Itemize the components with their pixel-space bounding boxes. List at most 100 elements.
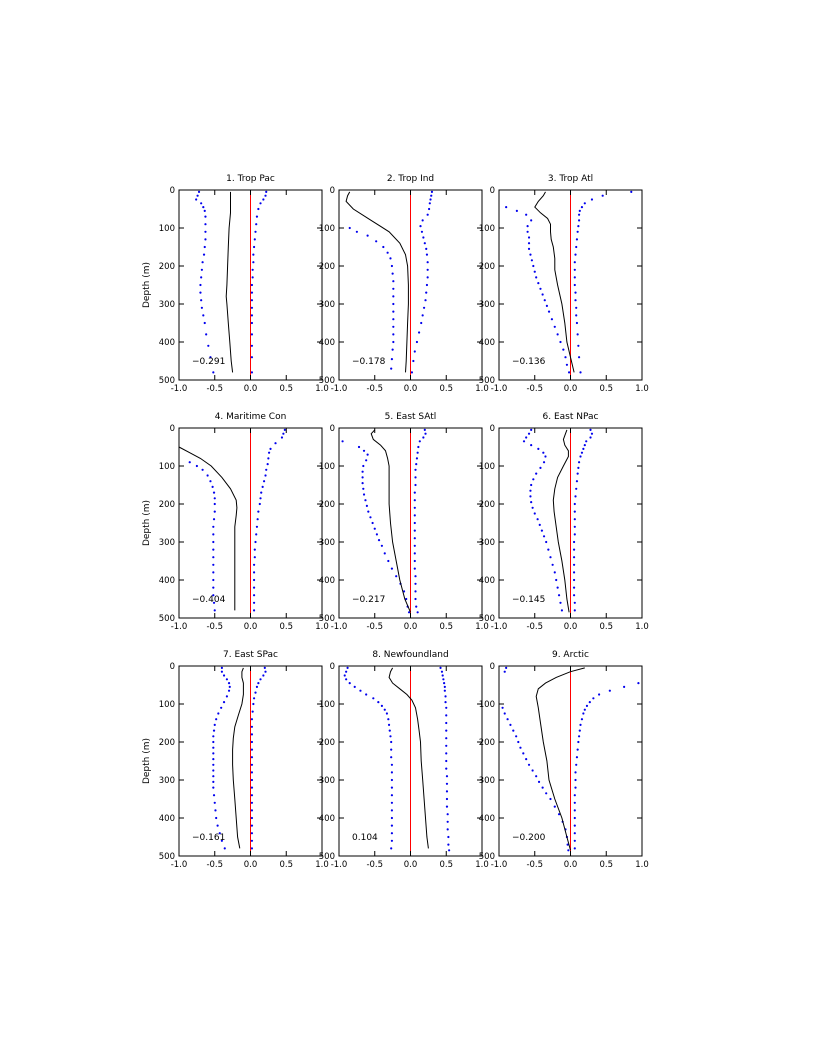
x-tick-label: -1.0 [331, 384, 348, 394]
x-tick-label: 0.0 [404, 622, 418, 632]
lower-bound-point [527, 242, 531, 245]
upper-bound-point [445, 752, 448, 755]
lower-bound-point [557, 594, 561, 597]
upper-bound-point [410, 371, 414, 374]
panel-3: 3. Trop Atl -1.0 -0.5 0.0 0.5 1.0 0 100 200 300 40… [479, 174, 649, 394]
lower-bound-point [212, 371, 215, 374]
upper-bound-point [269, 447, 272, 450]
upper-bound-point [573, 609, 576, 612]
lower-bound-point [220, 670, 223, 673]
lower-bound-point [212, 563, 215, 566]
lower-bound-point [387, 723, 391, 727]
x-tick-label: 1.0 [635, 860, 649, 870]
upper-bound-point [577, 735, 581, 738]
upper-bound-point [445, 759, 448, 763]
panel-value-label: −0.291 [192, 357, 225, 367]
upper-bound-point [577, 356, 581, 359]
x-tick-label: 1.0 [475, 384, 489, 394]
upper-bound-point [413, 491, 416, 494]
x-tick-label: 0.0 [244, 860, 258, 870]
lower-bound-point [551, 563, 554, 566]
lower-bound-point [540, 529, 544, 532]
x-tick-label: -0.5 [366, 622, 383, 632]
x-tick-label: 0.0 [404, 860, 418, 870]
upper-bound-point [575, 306, 578, 309]
lower-bound-point [535, 276, 538, 279]
panel-8: 8. Newfoundland -1.0 -0.5 0.0 0.5 1.0 0 100 200 3… [319, 650, 489, 870]
lower-bound-point [553, 805, 556, 808]
lower-bound-point [391, 272, 394, 275]
lower-bound-point [205, 333, 208, 336]
upper-bound-point [420, 321, 423, 325]
lower-bound-point [525, 436, 528, 439]
lower-bound-point [212, 740, 215, 744]
upper-bound-point [573, 801, 576, 804]
lower-bound-point [529, 253, 532, 256]
y-tick-label: 400 [479, 814, 495, 824]
upper-bound-point [441, 674, 444, 677]
upper-bound-point [416, 451, 419, 454]
upper-bound-point [280, 436, 284, 439]
lower-bound-point [537, 780, 541, 784]
lower-bound-point [390, 367, 393, 370]
upper-bound-point [573, 839, 576, 842]
upper-bound-point [588, 701, 591, 704]
upper-bound-point [267, 457, 270, 460]
panel-title: 5. East SAtl [385, 412, 437, 422]
upper-bound-point [422, 436, 425, 439]
mean-profile-line [534, 191, 575, 373]
upper-bound-point [250, 778, 254, 782]
upper-bound-point [257, 510, 260, 513]
upper-bound-point [264, 194, 267, 197]
upper-bound-point [250, 771, 254, 774]
upper-bound-point [421, 314, 424, 317]
upper-bound-point [427, 207, 431, 211]
upper-bound-point [418, 440, 421, 443]
upper-bound-point [417, 331, 421, 334]
lower-bound-point [527, 236, 531, 239]
lower-bound-point [212, 786, 215, 789]
upper-bound-point [414, 483, 417, 487]
upper-bound-point [413, 514, 416, 517]
lower-bound-point [535, 472, 538, 475]
lower-bound-point [225, 695, 229, 698]
upper-bound-point [257, 207, 260, 211]
upper-bound-point [577, 213, 581, 216]
upper-bound-point [250, 299, 254, 302]
upper-bound-point [426, 268, 429, 271]
panel-value-label: −0.178 [352, 357, 386, 367]
lower-bound-point [213, 510, 216, 513]
upper-bound-point [252, 253, 255, 256]
upper-bound-point [252, 245, 256, 249]
upper-bound-point [446, 813, 449, 816]
upper-bound-point [445, 767, 448, 770]
lower-bound-point [212, 540, 215, 544]
lower-bound-point [203, 209, 206, 212]
x-tick-label: 1.0 [635, 622, 649, 632]
lower-bound-point [204, 223, 207, 226]
lower-bound-point [506, 718, 509, 721]
lower-bound-point [539, 466, 542, 469]
lower-bound-point [218, 832, 221, 835]
upper-bound-point [592, 697, 595, 700]
y-tick-label: 0 [490, 186, 495, 196]
upper-bound-series [250, 190, 268, 374]
lower-bound-point [390, 794, 394, 797]
lower-bound-point [512, 729, 515, 732]
lower-bound-point [212, 594, 215, 597]
lower-bound-point [553, 325, 556, 328]
y-tick-label: 200 [319, 738, 335, 748]
upper-bound-point [262, 480, 266, 483]
upper-bound-point [573, 276, 576, 279]
lower-bound-point [387, 559, 390, 563]
lower-bound-point [390, 839, 394, 842]
lower-bound-point [390, 832, 394, 835]
panel-6: 6. East NPac -1.0 -0.5 0.0 0.5 1.0 0 100 200 300 4… [479, 412, 649, 632]
lower-bound-point [390, 778, 394, 782]
upper-bound-point [447, 835, 450, 839]
upper-bound-point [583, 708, 586, 711]
lower-bound-point [211, 485, 214, 488]
lower-bound-point [362, 493, 366, 496]
upper-bound-point [259, 497, 262, 500]
